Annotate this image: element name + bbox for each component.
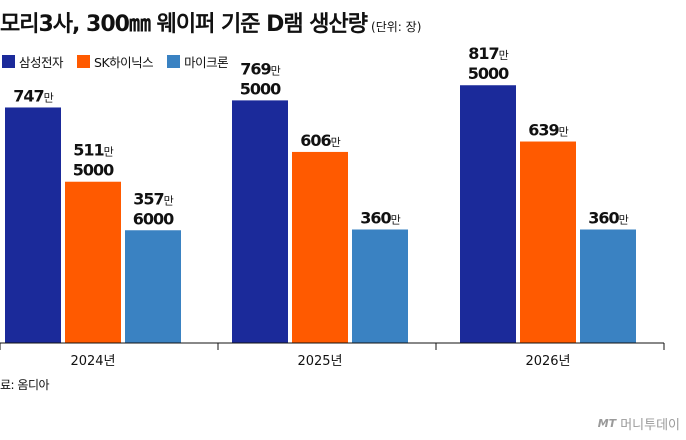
data-label-2026년-SK하이닉스-0: 639만: [528, 121, 568, 140]
bar-2025년-마이크론: [352, 229, 408, 343]
bar-2025년-삼성전자: [232, 100, 288, 343]
data-label-2025년-SK하이닉스-0: 606만: [300, 131, 340, 150]
source-note: 료: 옴디아: [0, 378, 50, 392]
bar-2026년-마이크론: [580, 229, 636, 343]
data-label-2026년-삼성전자-1: 5000: [468, 64, 509, 83]
data-label-2024년-마이크론-1: 6000: [133, 209, 174, 228]
legend-swatch-skhynix: [77, 55, 91, 68]
bar-2025년-SK하이닉스: [292, 151, 348, 343]
bar-2024년-SK하이닉스: [65, 181, 121, 343]
data-label-2024년-SK하이닉스-1: 5000: [73, 161, 114, 180]
legend-item-samsung: 삼성전자: [2, 52, 64, 71]
legend-label-samsung: 삼성전자: [19, 55, 64, 70]
data-label-2024년-마이크론-0: 357만: [133, 189, 173, 208]
data-label-2026년-삼성전자-0: 817만: [468, 44, 508, 63]
data-label-2025년-삼성전자-0: 769만: [240, 59, 280, 78]
data-label-2025년-마이크론-0: 360만: [360, 208, 400, 227]
legend-label-micron: 마이크론: [184, 55, 229, 70]
legend-swatch-micron: [167, 55, 181, 68]
data-label-2024년-삼성전자-0: 747만: [13, 86, 53, 105]
bar-2026년-삼성전자: [460, 85, 516, 343]
legend-label-skhynix: SK하이닉스: [94, 55, 154, 70]
x-tick-label-2026년: 2026년: [525, 354, 570, 369]
legend: 삼성전자 SK하이닉스 마이크론: [2, 52, 229, 71]
watermark-logo-icon: MT: [597, 417, 617, 430]
watermark: MT 머니투데이: [598, 414, 680, 433]
title-text: 모리3사, 300㎜ 웨이퍼 기준 D램 생산량: [0, 12, 368, 37]
bar-2024년-마이크론: [125, 230, 181, 343]
chart-title: 모리3사, 300㎜ 웨이퍼 기준 D램 생산량 (단위: 장): [0, 6, 686, 38]
legend-swatch-samsung: [2, 55, 15, 68]
x-tick-label-2025년: 2025년: [297, 354, 342, 369]
x-tick-label-2024년: 2024년: [70, 354, 115, 369]
legend-item-skhynix: SK하이닉스: [77, 52, 154, 71]
bar-2024년-삼성전자: [5, 107, 61, 343]
legend-item-micron: 마이크론: [167, 52, 229, 71]
data-label-2026년-마이크론-0: 360만: [588, 208, 628, 227]
bar-2026년-SK하이닉스: [520, 141, 576, 343]
unit-note: (단위: 장): [371, 20, 422, 34]
data-label-2024년-SK하이닉스-0: 511만: [73, 141, 113, 160]
watermark-text: 머니투데이: [620, 418, 680, 433]
data-label-2025년-삼성전자-1: 5000: [240, 79, 281, 98]
